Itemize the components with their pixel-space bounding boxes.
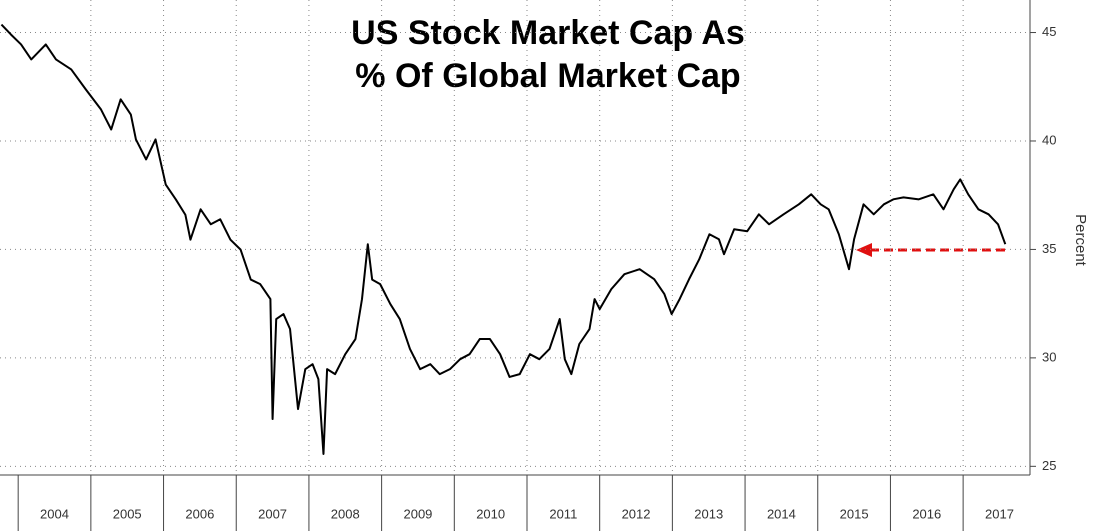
x-tick-label: 2007 [258, 506, 287, 521]
y-tick-label: 45 [1042, 24, 1056, 39]
x-tick-label: 2009 [403, 506, 432, 521]
x-tick-label: 2008 [331, 506, 360, 521]
x-tick-label: 2014 [767, 506, 796, 521]
x-tick-label: 2004 [40, 506, 69, 521]
x-tick-label: 2006 [185, 506, 214, 521]
x-tick-label: 2012 [622, 506, 651, 521]
x-tick-label: 2010 [476, 506, 505, 521]
chart-title: US Stock Market Cap As [351, 14, 745, 52]
y-tick-label: 30 [1042, 349, 1056, 364]
data-line [0, 23, 1007, 455]
x-tick-label: 2016 [912, 506, 941, 521]
x-tick-label: 2015 [840, 506, 869, 521]
x-tick-label: 2013 [694, 506, 723, 521]
y-axis-label: Percent [1072, 214, 1089, 267]
y-tick-label: 35 [1042, 241, 1056, 256]
y-tick-label: 25 [1042, 458, 1056, 473]
annotation-arrowhead [856, 243, 872, 257]
x-tick-label: 2005 [113, 506, 142, 521]
chart-title: % Of Global Market Cap [355, 57, 740, 95]
y-tick-label: 40 [1042, 132, 1056, 147]
x-tick-label: 2017 [985, 506, 1014, 521]
x-tick-label: 2011 [549, 506, 577, 521]
